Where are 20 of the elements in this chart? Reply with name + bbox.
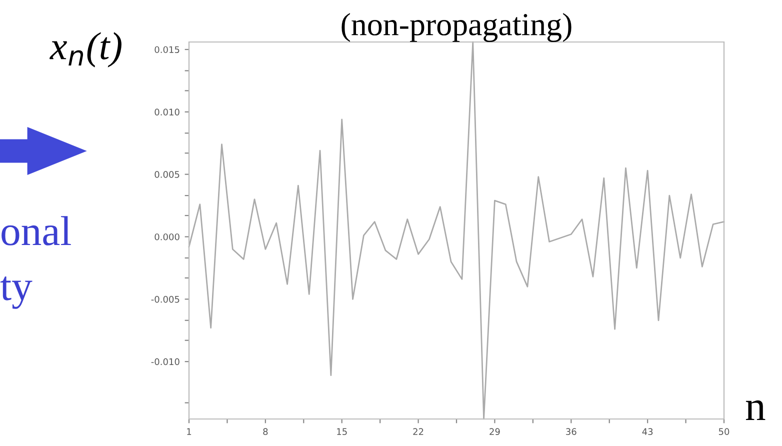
x-axis-title: n xyxy=(746,400,766,420)
y-tick-label: -0.005 xyxy=(151,296,180,303)
x-tick-label: 1 xyxy=(187,428,192,435)
y-tick-label: 0.005 xyxy=(154,171,180,178)
text: ty xyxy=(0,276,32,309)
x-tick-label: 15 xyxy=(337,428,347,436)
y-axis-title: x$_{n}$(t) xyxy=(50,32,122,68)
x-tick-label: 29 xyxy=(490,428,500,436)
y-tick-label: 0.010 xyxy=(154,108,180,116)
x-tick-label: 22 xyxy=(413,428,424,435)
line-series xyxy=(188,41,725,420)
x-tick-label: 8 xyxy=(263,428,268,436)
chart-title: (non-propagating) xyxy=(342,12,572,42)
x-tick-label: 36 xyxy=(566,428,576,436)
x-tick-label: 43 xyxy=(642,428,653,436)
text: onal xyxy=(2,216,71,246)
y-tick-label: 0.000 xyxy=(154,233,180,240)
x-tick-label: 50 xyxy=(718,428,730,436)
y-tick-label: -0.010 xyxy=(151,358,180,366)
y-tick-label: 0.015 xyxy=(154,46,180,54)
